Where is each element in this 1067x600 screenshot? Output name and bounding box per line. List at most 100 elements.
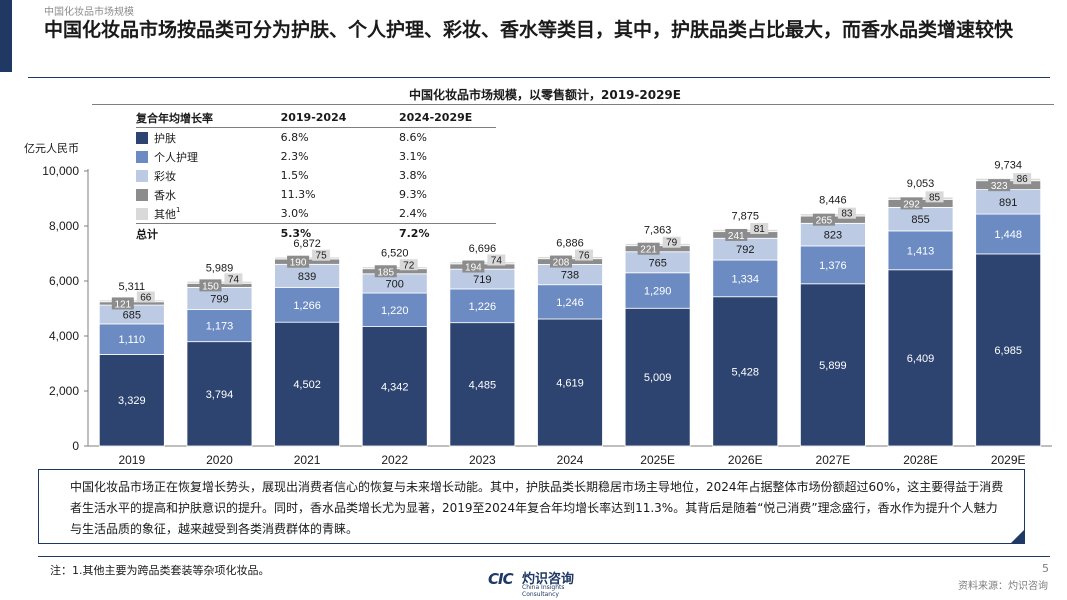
- fragrance-label-bg: [462, 260, 485, 273]
- data-label: 79: [666, 238, 678, 249]
- commentary-text: 中国化妆品市场正在恢复增长势头，展现出消费者信心的恢复与未来增长动能。其中，护肤…: [70, 480, 1004, 536]
- x-tick-label: 2020: [206, 453, 233, 467]
- data-label: 3,794: [206, 389, 234, 401]
- bar-segment: [274, 321, 340, 447]
- data-label: 719: [473, 274, 491, 286]
- other-label-bg: [662, 236, 681, 248]
- cic-logo: CIC 灼识咨询 China Insights Consultancy: [488, 568, 588, 598]
- data-label: 190: [290, 258, 307, 269]
- cagr-value: 3.0%: [280, 207, 309, 220]
- data-label: 185: [377, 267, 394, 278]
- bar-segment: [712, 259, 779, 298]
- bar-segment: [98, 354, 165, 447]
- data-label: 86: [1017, 174, 1029, 185]
- data-label: 121: [114, 299, 131, 310]
- data-label: 1,448: [994, 229, 1022, 241]
- bar-segment: [537, 318, 603, 447]
- other-label-bg: [837, 207, 856, 219]
- data-label: 1,334: [732, 273, 760, 285]
- cagr-row-skincare: 护肤 6.8% 8.6%: [136, 128, 496, 148]
- bar-segment: [975, 213, 1042, 255]
- cagr-row-makeup: 彩妆 1.5% 3.8%: [136, 166, 496, 185]
- data-label: 323: [991, 181, 1008, 192]
- total-label: 6,886: [556, 238, 584, 250]
- other-label-bg: [487, 254, 506, 266]
- x-tick-label: 2025E: [640, 453, 675, 467]
- chart-title: 中国化妆品市场规模，以零售额计，2019-2029E: [409, 88, 681, 102]
- data-label: 839: [298, 271, 316, 283]
- legend-swatch-makeup: [136, 169, 148, 182]
- data-label: 1,376: [819, 260, 847, 272]
- fragrance-label-bg: [199, 279, 222, 292]
- bar-segment: [361, 326, 428, 447]
- fragrance-label-bg: [111, 297, 134, 310]
- cagr-value: 7.2%: [386, 223, 496, 243]
- stacked-bar-chart: 0 2,000 4,000 6,000 8,000 10,000 3,329 1,110 685…: [42, 159, 1052, 467]
- x-tick-label: 2029E: [991, 453, 1026, 467]
- data-label: 4,342: [381, 381, 409, 393]
- legend-swatch-other: [136, 207, 148, 220]
- total-label: 9,734: [994, 159, 1022, 171]
- data-label: 1,246: [556, 297, 584, 309]
- data-label: 6,985: [994, 345, 1022, 357]
- other-label-bg: [136, 291, 155, 303]
- fragrance-label-bg: [287, 255, 310, 268]
- cagr-table: 复合年均增长率 2019-2024 2024-2029E 护肤 6.8% 8.6…: [136, 108, 496, 243]
- data-label: 6,409: [907, 353, 935, 365]
- other-label-bg: [224, 273, 243, 285]
- legend-swatch-fragrance: [136, 188, 148, 201]
- logo-mark: CIC: [488, 570, 514, 588]
- legend-label-personal-care: 个人护理: [154, 150, 198, 164]
- data-label: 5,009: [644, 372, 672, 384]
- bar-segment: [800, 245, 866, 285]
- bar-segment: [361, 292, 428, 327]
- data-label: 792: [736, 244, 754, 256]
- legend-swatch-personal-care: [136, 150, 148, 163]
- other-label-bg: [312, 249, 331, 261]
- data-label: 4,485: [469, 379, 497, 391]
- data-label: 221: [640, 245, 657, 256]
- cagr-value: 11.3%: [280, 188, 316, 201]
- cagr-value: 1.5%: [280, 169, 309, 182]
- data-label: 5,428: [732, 366, 760, 378]
- footer-divider: [38, 556, 1050, 557]
- cagr-value: 6.8%: [280, 131, 309, 144]
- data-label: 241: [728, 231, 745, 242]
- data-label: 765: [648, 257, 666, 269]
- data-label: 738: [561, 270, 579, 282]
- cagr-header-period-1: 2019-2024: [260, 108, 387, 128]
- fragrance-label-bg: [900, 197, 923, 210]
- cagr-row-total: 总计 5.3% 7.2%: [136, 223, 496, 243]
- cagr-total-label: 总计: [136, 223, 261, 243]
- cagr-header-row: 复合年均增长率 2019-2024 2024-2029E: [136, 108, 496, 128]
- data-label: 72: [403, 260, 415, 271]
- bar-segment: [887, 269, 954, 447]
- total-label: 5,989: [206, 262, 234, 274]
- cagr-value: 2.3%: [280, 150, 309, 163]
- data-label: 1,266: [293, 300, 321, 312]
- cagr-header-period-2: 2024-2029E: [386, 108, 496, 128]
- page-number: 5: [1042, 562, 1049, 575]
- y-tick-label: 6,000: [49, 274, 79, 288]
- data-label: 855: [911, 214, 929, 226]
- cagr-row-fragrance: 香水 11.3% 9.3%: [136, 185, 496, 204]
- data-label: 292: [903, 199, 920, 210]
- commentary-box: [38, 469, 1025, 544]
- data-label: 81: [754, 224, 766, 235]
- legend-swatch-skincare: [136, 131, 148, 144]
- page-headline: 中国化妆品市场按品类可分为护肤、个人护理、彩妆、香水等类目，其中，护肤品类占比最…: [44, 19, 1014, 41]
- bar-segment: [186, 341, 253, 447]
- footnote-marker: 1: [176, 205, 181, 214]
- x-tick-label: 2024: [557, 453, 584, 467]
- data-label: 208: [553, 258, 570, 269]
- total-label: 6,872: [293, 238, 321, 250]
- header-accent-bar: [0, 0, 12, 72]
- total-label: 8,446: [819, 195, 847, 207]
- data-label: 4,502: [293, 379, 321, 391]
- data-label: 823: [824, 230, 842, 242]
- bar-segment: [624, 307, 691, 447]
- x-tick-label: 2021: [294, 453, 321, 467]
- total-label: 7,875: [732, 210, 760, 222]
- y-tick-label: 10,000: [42, 164, 79, 178]
- x-tick-label: 2027E: [816, 453, 851, 467]
